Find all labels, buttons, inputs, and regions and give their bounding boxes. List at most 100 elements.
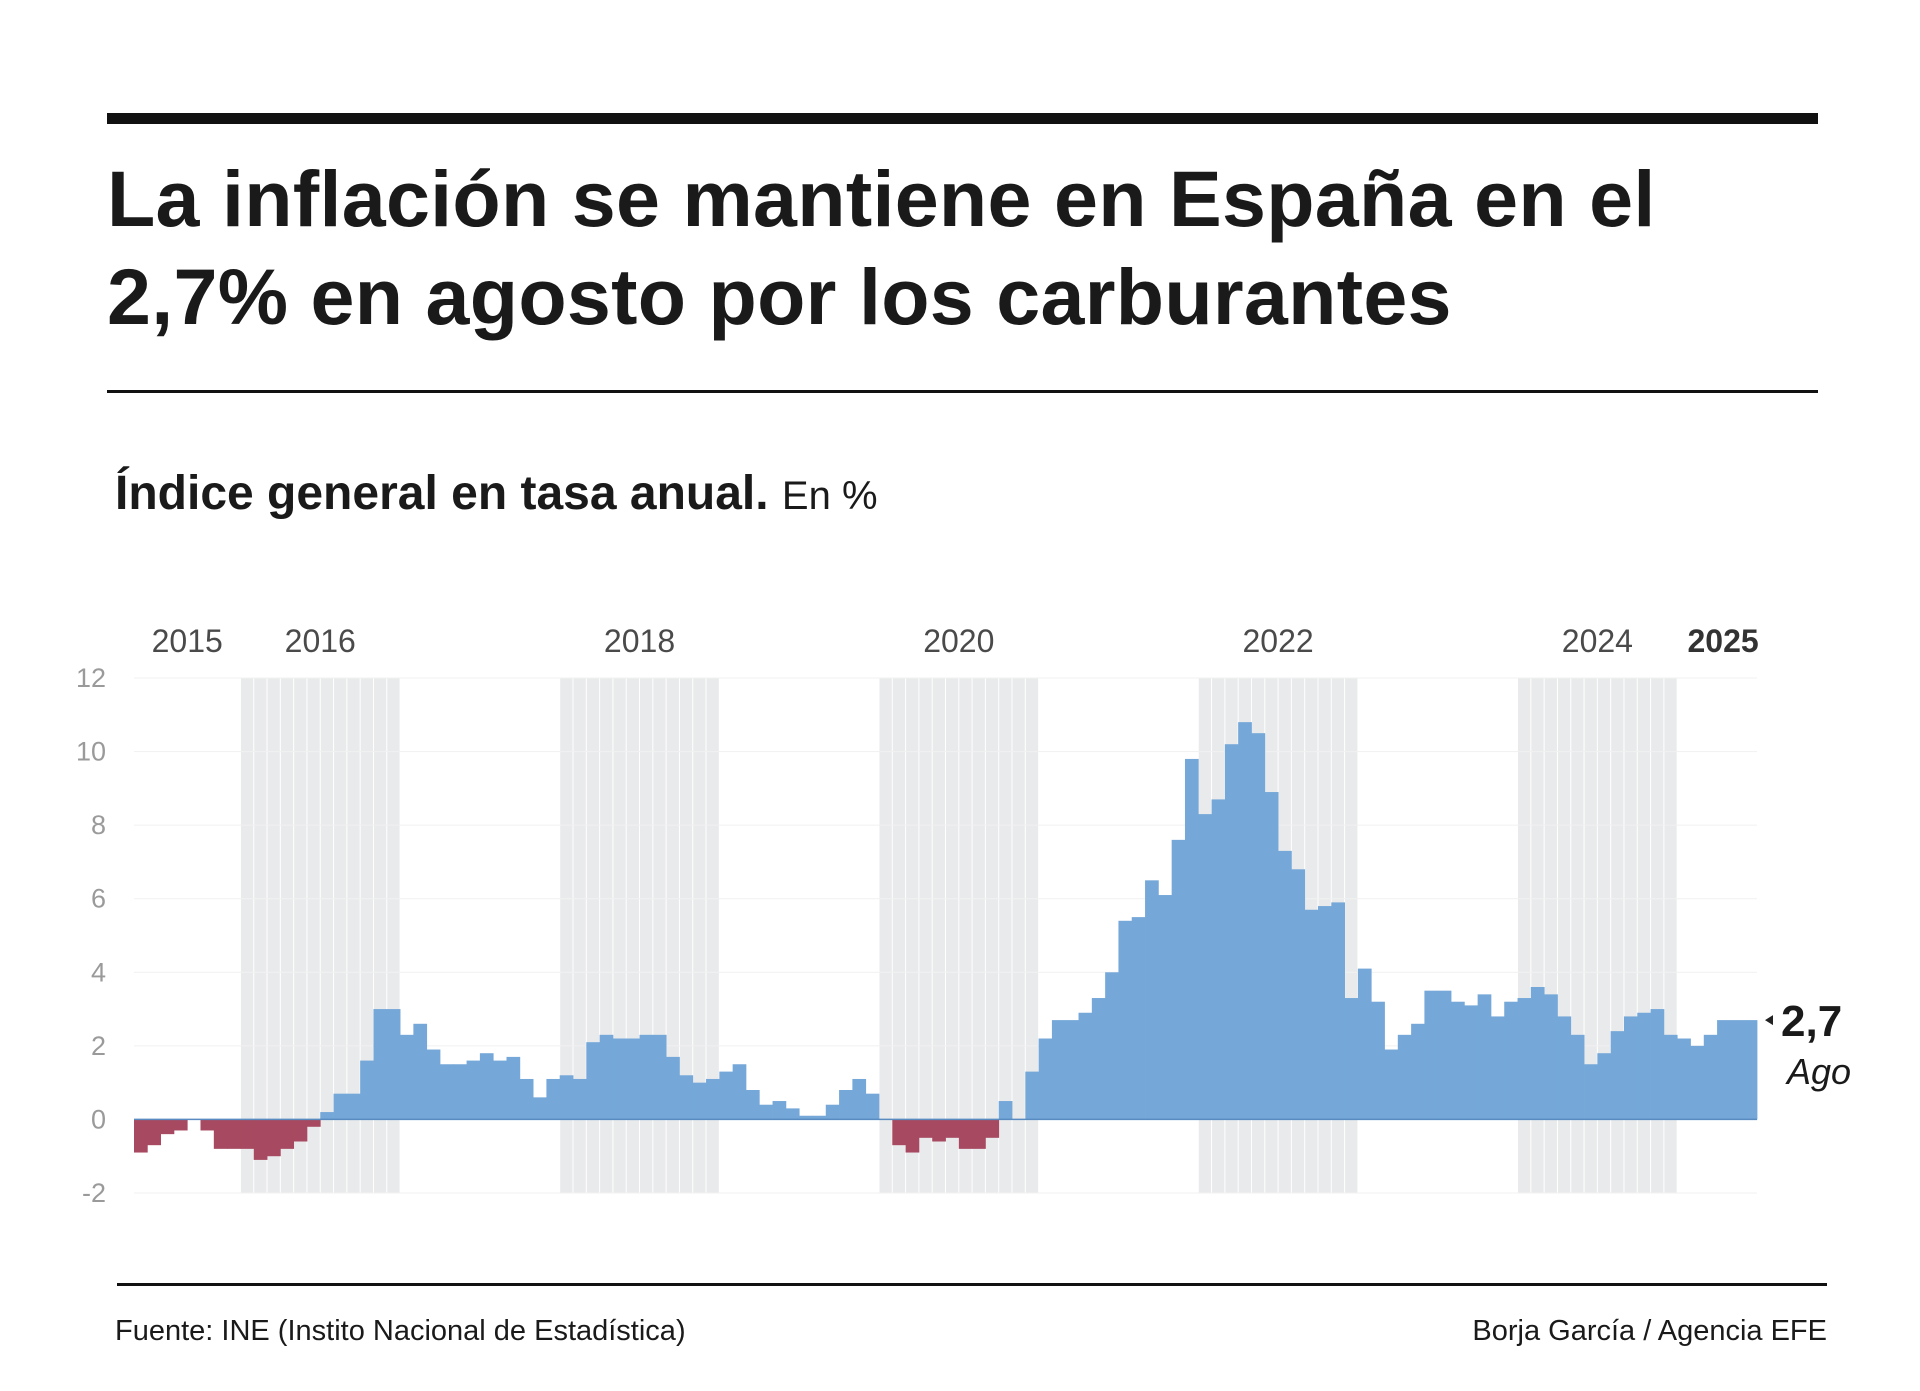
- bar: [626, 1038, 640, 1120]
- bar: [533, 1097, 547, 1120]
- title-divider: [107, 390, 1818, 393]
- bar: [1091, 998, 1106, 1120]
- bar: [1278, 850, 1292, 1120]
- bar: [1610, 1031, 1625, 1120]
- bar: [759, 1104, 773, 1120]
- bar: [1371, 1001, 1385, 1120]
- bar: [227, 1119, 241, 1149]
- bar: [1584, 1064, 1598, 1120]
- bar: [1291, 869, 1306, 1120]
- chart-subtitle-main: Índice general en tasa anual.: [115, 467, 769, 520]
- bar: [360, 1060, 374, 1120]
- bar: [985, 1119, 1000, 1138]
- bar: [639, 1034, 654, 1120]
- bar: [479, 1053, 494, 1120]
- bar: [1118, 920, 1133, 1120]
- bar: [1238, 722, 1252, 1120]
- bar: [1025, 1071, 1040, 1120]
- bar: [1690, 1045, 1705, 1120]
- bar: [1384, 1049, 1399, 1120]
- bar: [1424, 990, 1439, 1120]
- bar: [134, 1119, 148, 1153]
- bar: [905, 1119, 920, 1153]
- bar: [386, 1009, 401, 1120]
- bar: [1171, 839, 1186, 1120]
- bar: [1251, 733, 1266, 1120]
- bar: [772, 1101, 787, 1120]
- y-tick-label: 12: [76, 663, 106, 693]
- bar: [1304, 909, 1319, 1120]
- year-label: 2015: [152, 623, 223, 659]
- bar: [200, 1119, 215, 1131]
- bar: [1490, 1016, 1505, 1120]
- bar: [1038, 1038, 1053, 1120]
- y-tick-label: 0: [91, 1104, 106, 1134]
- bar: [1650, 1009, 1665, 1120]
- bar: [439, 1064, 454, 1120]
- y-tick-label: 2: [91, 1031, 106, 1061]
- footer-divider: [117, 1283, 1827, 1286]
- y-tick-label: -2: [82, 1178, 106, 1208]
- bar: [599, 1034, 614, 1120]
- bar: [945, 1119, 960, 1138]
- bar: [453, 1064, 467, 1120]
- year-label: 2022: [1242, 623, 1313, 659]
- bar: [719, 1071, 734, 1120]
- bar: [506, 1056, 521, 1120]
- top-rule: [107, 113, 1818, 124]
- bar: [1477, 994, 1492, 1120]
- bar: [1078, 1012, 1093, 1120]
- year-label: 2025: [1687, 623, 1758, 659]
- bar: [1145, 880, 1159, 1120]
- bar: [280, 1119, 295, 1149]
- bar: [732, 1064, 747, 1120]
- bar: [1663, 1034, 1678, 1120]
- bar: [1198, 814, 1212, 1120]
- inflation-bar-chart: 12 10 8 6 4 2 0 -2 2015 2016 2018 2020 2022 2024 2025…: [76, 623, 1851, 1208]
- y-tick-label: 10: [76, 737, 106, 767]
- bar: [1451, 1001, 1465, 1120]
- year-label: 2018: [604, 623, 675, 659]
- bar: [825, 1104, 840, 1120]
- bar: [652, 1034, 667, 1120]
- bar: [1717, 1020, 1731, 1120]
- bar: [1677, 1038, 1691, 1120]
- bar: [1623, 1016, 1638, 1120]
- bar: [1570, 1034, 1585, 1120]
- bar: [573, 1078, 587, 1120]
- axis-labels: 12 10 8 6 4 2 0 -2: [76, 663, 106, 1208]
- bar: [799, 1115, 813, 1120]
- bar: [1264, 792, 1279, 1120]
- year-labels: 2015 2016 2018 2020 2022 2024 2025: [152, 623, 1759, 659]
- bar: [160, 1119, 175, 1135]
- credit-note: Borja García / Agencia EFE: [1472, 1315, 1827, 1347]
- bar: [306, 1119, 321, 1127]
- bar: [173, 1119, 188, 1131]
- bar: [1158, 895, 1173, 1120]
- bar: [1597, 1053, 1612, 1120]
- last-value-label: 2,7: [1781, 997, 1842, 1046]
- bar: [1331, 902, 1345, 1120]
- bar: [812, 1115, 827, 1120]
- bar: [1637, 1012, 1651, 1120]
- bar: [253, 1119, 268, 1160]
- chart-subtitle: Índice general en tasa anual. En %: [115, 464, 878, 526]
- bar: [1105, 972, 1119, 1120]
- bar: [998, 1101, 1013, 1120]
- bar: [1411, 1023, 1425, 1120]
- bar: [1743, 1020, 1758, 1120]
- bars: [134, 722, 1758, 1160]
- bar: [612, 1038, 627, 1120]
- bar: [213, 1119, 228, 1149]
- bar: [1317, 906, 1332, 1120]
- bar: [147, 1119, 162, 1146]
- bar: [559, 1075, 574, 1120]
- bar: [1530, 987, 1545, 1120]
- bar: [1504, 1001, 1518, 1120]
- bar: [958, 1119, 973, 1149]
- bar: [839, 1090, 853, 1120]
- bar: [1211, 799, 1226, 1120]
- bar: [267, 1119, 281, 1157]
- last-month-label: Ago: [1785, 1051, 1851, 1092]
- bar: [1437, 990, 1452, 1120]
